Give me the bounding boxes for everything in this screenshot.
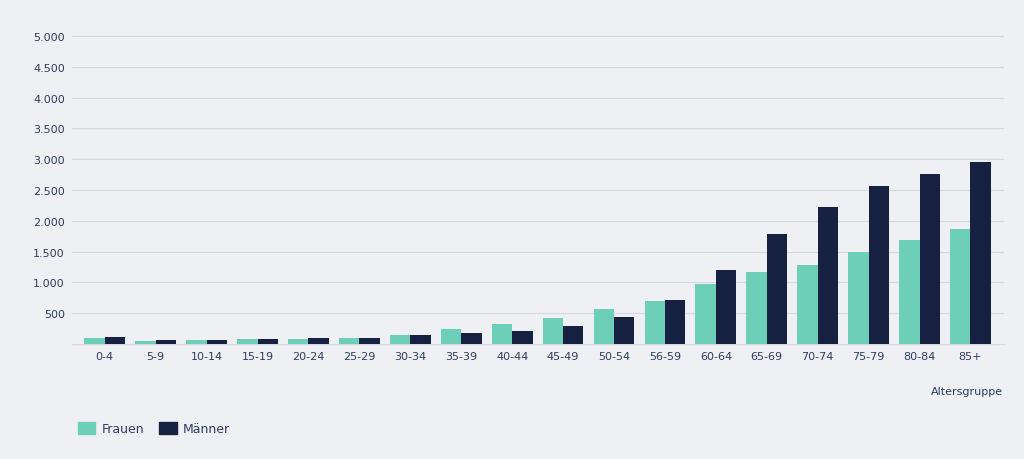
Bar [920,174,940,344]
Bar [767,235,787,344]
Text: Altersgruppe: Altersgruppe [932,386,1004,397]
Bar [899,241,920,344]
Bar [746,272,767,344]
Bar [950,229,971,344]
Legend: Frauen, Männer: Frauen, Männer [78,422,230,436]
Bar [848,252,868,344]
Bar [665,300,685,344]
Bar [258,339,278,344]
Bar [563,326,584,344]
Bar [308,339,329,344]
Bar [543,318,563,344]
Bar [461,333,481,344]
Bar [512,331,532,344]
Bar [411,336,431,344]
Bar [868,187,889,344]
Bar [695,285,716,344]
Bar [359,338,380,344]
Bar [971,162,991,344]
Bar [492,325,512,344]
Bar [135,341,156,344]
Bar [798,266,817,344]
Bar [817,207,838,344]
Bar [716,270,736,344]
Bar [207,340,227,344]
Bar [594,309,614,344]
Bar [614,318,634,344]
Bar [84,339,104,344]
Bar [288,339,308,344]
Bar [156,340,176,344]
Bar [390,336,411,344]
Bar [186,341,207,344]
Bar [644,302,665,344]
Bar [441,329,461,344]
Bar [238,340,258,344]
Bar [104,337,125,344]
Bar [339,338,359,344]
